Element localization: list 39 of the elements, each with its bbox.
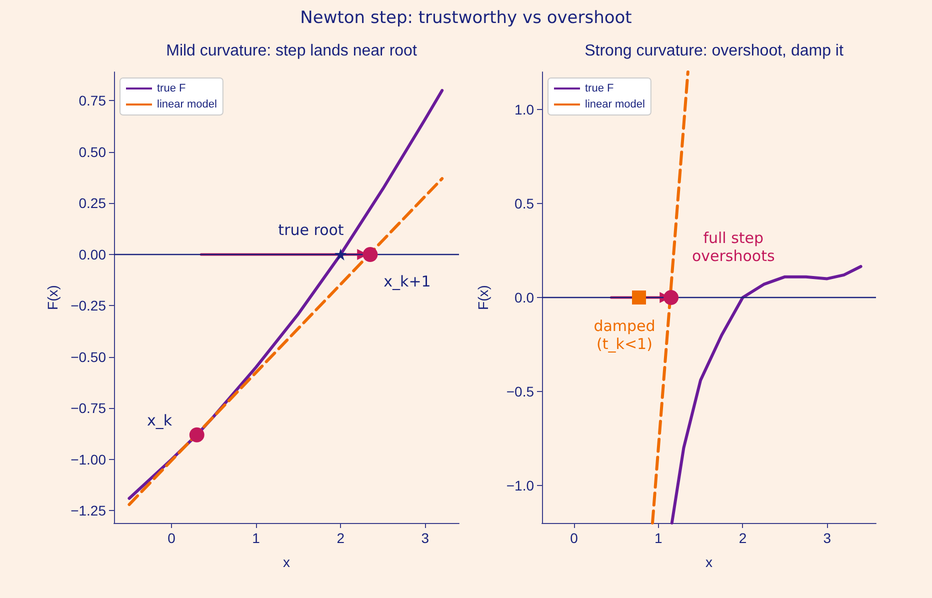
x-axis-title: x — [283, 554, 290, 570]
y-axis-title: F(x) — [44, 285, 61, 310]
x-tick-label: 2 — [738, 530, 747, 546]
x-tick-label: 1 — [252, 530, 260, 546]
y-tick-label: 0.50 — [78, 144, 106, 160]
y-tick-label: −0.75 — [70, 400, 106, 416]
annotation: full step overshoots — [692, 228, 775, 265]
legend-label: linear model — [157, 98, 217, 110]
legend-label: linear model — [585, 98, 645, 110]
x-tick-label: 3 — [823, 530, 832, 546]
x-axis-title: x — [706, 554, 712, 570]
x-tick-label: 2 — [336, 530, 345, 546]
legend-label: true F — [585, 82, 614, 94]
y-tick-label: −1.00 — [70, 451, 106, 468]
chart-title: Strong curvature: overshoot, damp it — [584, 42, 844, 60]
y-tick-label: −0.25 — [70, 298, 106, 314]
x-tick-label: 0 — [168, 530, 176, 546]
y-tick-label: 0.5 — [514, 196, 534, 212]
legend-label: true F — [157, 82, 186, 94]
y-tick-label: −1.0 — [506, 477, 534, 494]
annotation: true root — [278, 220, 344, 239]
annotation: damped (t_k<1) — [594, 316, 656, 353]
y-tick-label: −1.25 — [70, 502, 106, 519]
line-series — [670, 264, 862, 524]
x-tick-label: 0 — [570, 530, 578, 546]
y-tick-label: −0.50 — [70, 348, 106, 365]
y-tick-label: −0.5 — [506, 383, 534, 400]
y-axis-title: F(x) — [475, 285, 491, 310]
chart-title: Mild curvature: step lands near root — [166, 42, 418, 60]
annotation: x_k — [147, 412, 172, 430]
y-tick-label: 0.75 — [78, 92, 106, 109]
annotation: x_k+1 — [384, 272, 431, 290]
y-tick-label: 0.0 — [514, 290, 534, 306]
y-tick-label: 0.25 — [78, 195, 106, 212]
x-tick-label: 3 — [421, 530, 430, 546]
x-tick-label: 1 — [654, 530, 662, 546]
y-tick-label: 1.0 — [514, 102, 534, 118]
text: Newton step: trustworthy vs overshoot — [299, 8, 633, 28]
y-tick-label: 0.00 — [78, 246, 106, 262]
